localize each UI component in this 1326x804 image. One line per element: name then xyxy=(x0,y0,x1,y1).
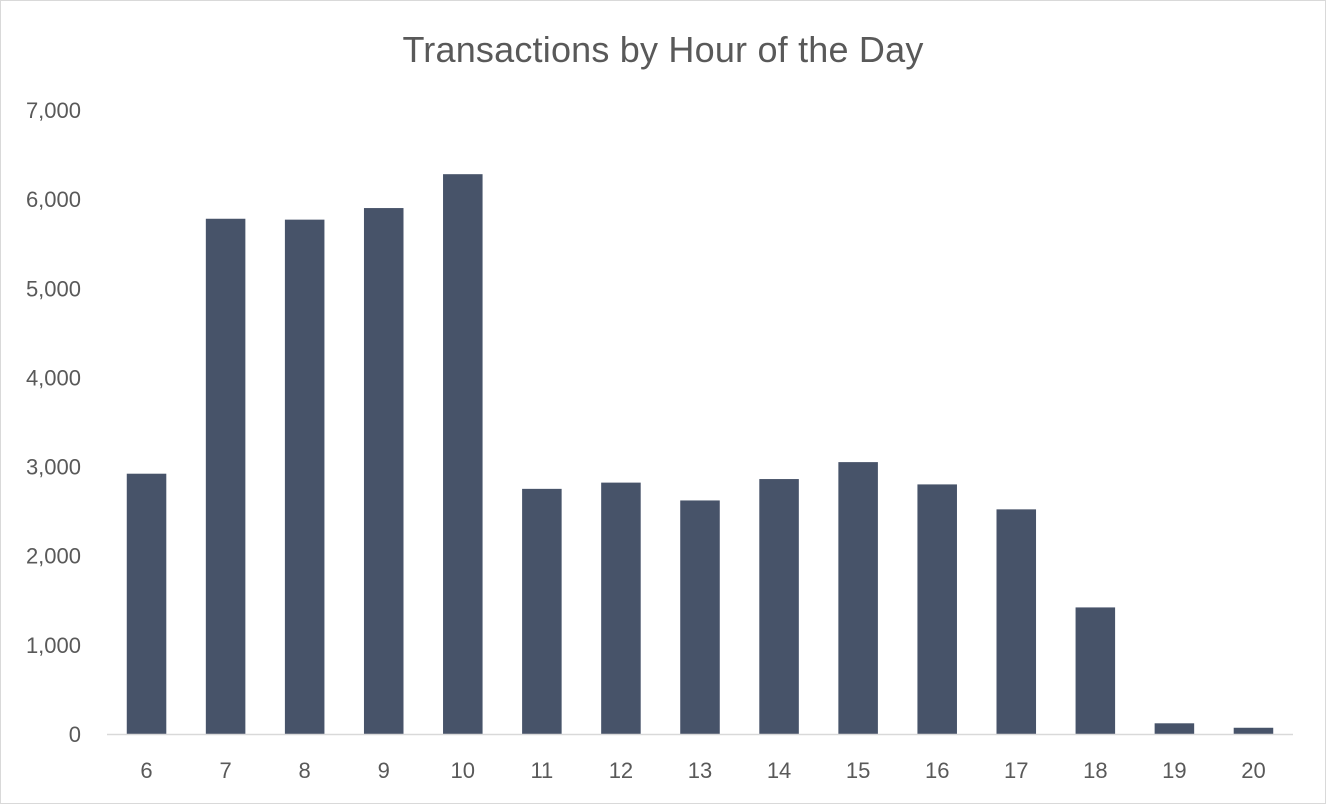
bar-hour-8 xyxy=(284,219,325,734)
x-tick-label: 11 xyxy=(530,758,553,783)
bar-hour-12 xyxy=(601,482,641,734)
bar-hour-16 xyxy=(917,484,957,734)
x-axis-tick-labels: 6 7 8 9 10 11 12 13 14 15 16 17 18 19 20 xyxy=(140,758,1265,783)
x-tick-label: 13 xyxy=(688,758,712,783)
y-tick-label: 1,000 xyxy=(26,633,81,658)
bar-hour-7 xyxy=(205,218,246,735)
bar-hour-14 xyxy=(759,479,799,734)
x-tick-label: 15 xyxy=(846,758,870,783)
y-axis-tick-labels: 0 1,000 2,000 3,000 4,000 5,000 6,000 7,000 xyxy=(26,98,81,747)
x-tick-label: 20 xyxy=(1241,758,1265,783)
bar-hour-11 xyxy=(522,488,562,734)
y-tick-label: 3,000 xyxy=(26,455,81,480)
bar-hour-10 xyxy=(443,174,483,734)
y-tick-label: 2,000 xyxy=(26,544,81,569)
bar-series xyxy=(126,174,1274,735)
x-tick-label: 8 xyxy=(299,758,311,783)
x-tick-label: 17 xyxy=(1004,758,1028,783)
x-tick-label: 7 xyxy=(219,758,231,783)
bar-hour-9 xyxy=(363,208,404,735)
x-tick-label: 16 xyxy=(925,758,949,783)
y-tick-label: 4,000 xyxy=(26,365,81,390)
x-tick-label: 18 xyxy=(1083,758,1107,783)
y-tick-label: 0 xyxy=(69,722,81,747)
x-tick-label: 14 xyxy=(767,758,791,783)
x-tick-label: 19 xyxy=(1162,758,1186,783)
x-tick-label: 6 xyxy=(140,758,152,783)
bar-hour-15 xyxy=(838,462,878,734)
bar-hour-19 xyxy=(1154,723,1195,734)
x-tick-label: 10 xyxy=(451,758,475,783)
y-tick-label: 7,000 xyxy=(26,98,81,123)
y-tick-label: 6,000 xyxy=(26,187,81,212)
y-tick-label: 5,000 xyxy=(26,276,81,301)
x-tick-label: 12 xyxy=(609,758,633,783)
bar-hour-6 xyxy=(126,473,167,734)
chart-title: Transactions by Hour of the Day xyxy=(402,29,924,70)
x-tick-label: 9 xyxy=(378,758,390,783)
bar-hour-18 xyxy=(1075,607,1116,734)
bar-hour-13 xyxy=(680,500,720,734)
bar-hour-17 xyxy=(996,509,1037,734)
bar-hour-20 xyxy=(1233,727,1274,734)
